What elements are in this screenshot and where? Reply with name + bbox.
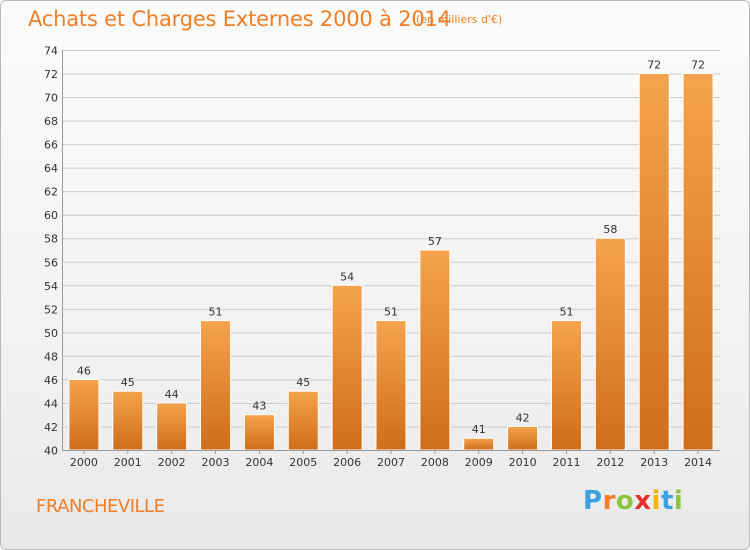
bar [594, 237, 626, 451]
proxiti-logo: Proxiti [583, 486, 683, 516]
bar-value-label: 58 [603, 223, 617, 236]
x-tick-label: 2000 [70, 456, 98, 469]
bar-value-label: 72 [691, 59, 705, 72]
bar-value-label: 72 [647, 59, 661, 72]
x-tick-label: 2010 [509, 456, 537, 469]
bar [682, 73, 714, 451]
bar [156, 402, 188, 451]
bar [375, 320, 407, 451]
chart-subtitle: (en milliers d'€) [416, 13, 503, 26]
x-tick-label: 2014 [684, 456, 712, 469]
y-tick-label: 42 [44, 421, 58, 434]
bar-value-label: 46 [77, 364, 91, 377]
bar [419, 249, 451, 451]
x-tick-label: 2008 [421, 456, 449, 469]
y-tick-label: 50 [44, 327, 58, 340]
bar-value-label: 54 [340, 270, 354, 283]
axes: 40 42 44 46 48 50 52 54 56 58 60 62 64 66 68 70 72 74 2000… [44, 45, 720, 469]
bar-value-label: 43 [252, 400, 266, 413]
data-labels: 46 45 44 51 43 45 54 51 57 41 42 51 58 72 72 [77, 59, 705, 437]
commune-name: FRANCHEVILLE [36, 496, 165, 517]
bar [638, 73, 670, 451]
logo-letter: i [673, 486, 684, 516]
bar-value-label: 44 [165, 388, 179, 401]
bar-value-label: 41 [472, 423, 486, 436]
x-tick-label: 2007 [377, 456, 405, 469]
x-tick-label: 2005 [289, 456, 317, 469]
y-tick-label: 72 [44, 68, 58, 81]
y-tick-label: 58 [44, 233, 58, 246]
y-tick-label: 70 [44, 92, 58, 105]
y-tick-label: 68 [44, 115, 58, 128]
bar-value-label: 42 [516, 411, 530, 424]
logo-letter: r [602, 486, 616, 516]
y-tick-label: 66 [44, 139, 58, 152]
bar [200, 320, 232, 451]
x-tick-label: 2001 [114, 456, 142, 469]
bar-value-label: 57 [428, 235, 442, 248]
y-tick-label: 52 [44, 303, 58, 316]
x-tick-label: 2003 [202, 456, 230, 469]
logo-letter: t [660, 486, 674, 516]
y-tick-label: 44 [44, 397, 58, 410]
y-tick-label: 54 [44, 280, 58, 293]
chart-title: Achats et Charges Externes 2000 à 2014 [28, 7, 451, 31]
bar [331, 284, 363, 451]
y-tick-label: 48 [44, 350, 58, 363]
bar [68, 378, 100, 451]
x-tick-label: 2012 [596, 456, 624, 469]
logo-letter: x [634, 486, 652, 516]
y-tick-label: 64 [44, 162, 58, 175]
x-tick-label: 2004 [245, 456, 273, 469]
logo-letter: i [651, 486, 661, 516]
bar [550, 320, 582, 451]
y-tick-label: 60 [44, 209, 58, 222]
bar-value-label: 51 [209, 306, 223, 319]
y-tick-label: 74 [44, 45, 58, 58]
bar [287, 390, 319, 451]
bar-value-label: 45 [296, 376, 310, 389]
x-tick-label: 2006 [333, 456, 361, 469]
y-tick-label: 56 [44, 256, 58, 269]
x-tick-label: 2009 [465, 456, 493, 469]
bar-value-label: 51 [559, 306, 573, 319]
y-tick-label: 46 [44, 374, 58, 387]
bar [112, 390, 144, 451]
x-tick-label: 2013 [640, 456, 668, 469]
x-tick-label: 2011 [552, 456, 580, 469]
bar [243, 414, 275, 451]
x-tick-label: 2002 [158, 456, 186, 469]
y-tick-label: 62 [44, 186, 58, 199]
logo-letter: P [583, 486, 603, 516]
y-tick-label: 40 [44, 445, 58, 458]
bar-value-label: 45 [121, 376, 135, 389]
bar [507, 425, 539, 451]
bar [463, 437, 495, 451]
logo-letter: o [615, 486, 635, 516]
bar-value-label: 51 [384, 306, 398, 319]
